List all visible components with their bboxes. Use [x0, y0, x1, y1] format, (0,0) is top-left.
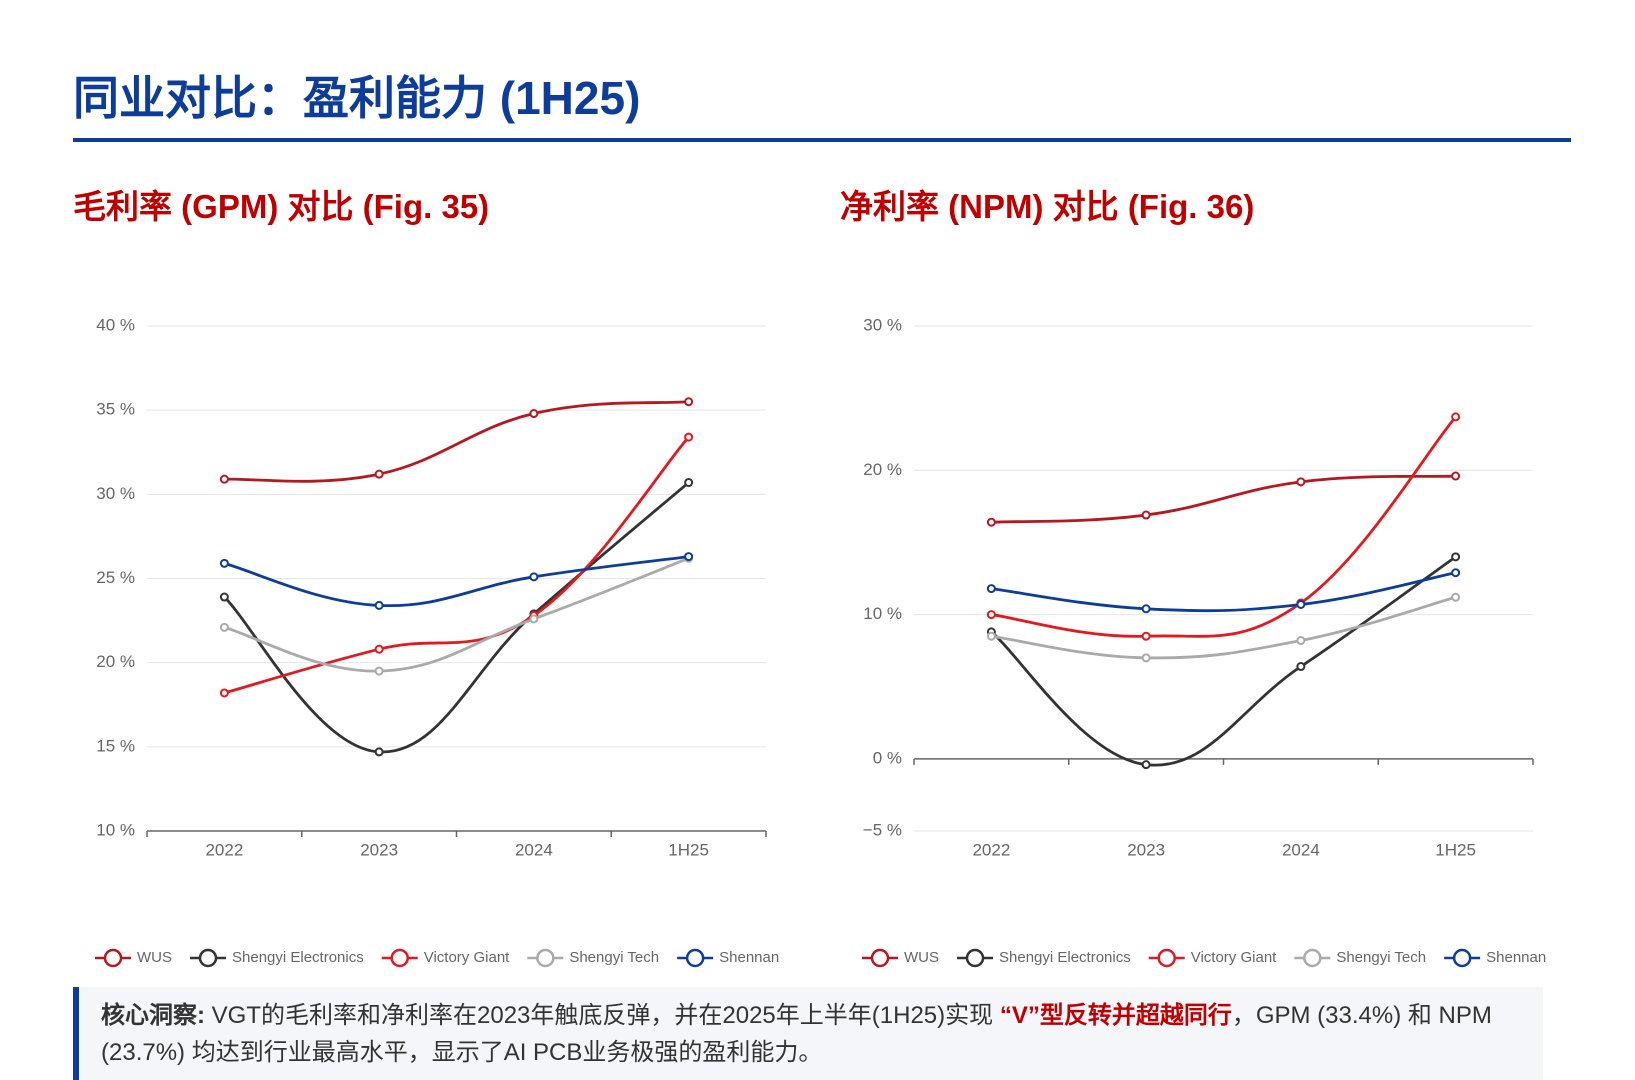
legend-marker: [390, 948, 409, 968]
x-tick-label: 2022: [972, 840, 1010, 859]
x-tick-label: 2023: [1127, 840, 1165, 859]
insight-label: 核心洞察:: [101, 1002, 205, 1029]
data-point: [986, 584, 996, 594]
data-point: [684, 397, 694, 407]
x-tick-label: 2023: [360, 840, 398, 859]
series-line: [223, 556, 690, 673]
data-point: [684, 552, 694, 562]
data-point: [1296, 662, 1306, 672]
page-title: 同业对比：盈利能力 (1H25): [73, 72, 641, 124]
insight-text: VGT的毛利率和净利率在2023年触底反弹，并在2025年上半年(1H25)实现: [205, 1002, 1000, 1029]
y-tick-label: −5 %: [863, 820, 902, 839]
y-tick-label: 15 %: [96, 736, 135, 755]
series-line: [991, 416, 1457, 638]
y-tick-label: 10 %: [96, 820, 135, 839]
legend-marker: [870, 948, 890, 968]
y-tick-label: 40 %: [96, 315, 135, 334]
y-tick-label: 20 %: [96, 652, 135, 671]
legend-marker: [1452, 948, 1472, 968]
data-point: [529, 572, 539, 582]
legend-label: Victory Giant: [424, 949, 510, 966]
data-point: [1141, 604, 1151, 614]
legend-label: Shengyi Electronics: [232, 949, 364, 966]
data-point: [986, 517, 996, 527]
chart: 10 % 15 % 20 % 25 % 30 % 35 % 40 % 2022 2023 2024…: [95, 315, 779, 968]
data-point: [1141, 760, 1151, 770]
data-point: [1451, 412, 1461, 422]
data-point: [219, 688, 229, 698]
data-point: [374, 644, 384, 654]
x-tick-label: 1H25: [1435, 840, 1476, 859]
data-point: [219, 592, 229, 602]
x-tick-label: 1H25: [668, 840, 709, 859]
legend-marker: [103, 948, 123, 968]
data-point: [684, 478, 694, 488]
y-tick-label: 35 %: [96, 400, 135, 419]
legend-marker: [685, 948, 705, 968]
data-point: [684, 432, 694, 442]
data-point: [374, 469, 384, 479]
data-point: [1451, 568, 1461, 578]
chart: −5 % 0 % 10 % 20 % 30 % 2022 2023 2024 1H25 WUS Sh…: [862, 315, 1546, 968]
legend-marker: [1303, 948, 1322, 968]
legend-marker: [965, 948, 985, 968]
data-point: [986, 631, 996, 641]
legend-label: Shennan: [1486, 949, 1546, 966]
insight-highlight: “V”型反转并超越同行: [999, 1002, 1232, 1029]
data-point: [986, 610, 996, 620]
y-tick-label: 0 %: [873, 748, 902, 767]
legend-marker: [198, 948, 218, 968]
legend-marker: [536, 948, 555, 968]
chart-panel: 净利率 (NPM) 对比 (Fig. 36) −5 % 0 % 10 % 20 % 30…: [840, 180, 1580, 980]
data-point: [1141, 653, 1151, 663]
data-point: [1451, 592, 1461, 602]
insight-box: 核心洞察: VGT的毛利率和净利率在2023年触底反弹，并在2025年上半年(1…: [73, 987, 1543, 1080]
x-tick-label: 2024: [1282, 840, 1320, 859]
data-point: [529, 409, 539, 419]
series-line: [991, 595, 1457, 660]
data-point: [1296, 636, 1306, 646]
data-point: [1141, 631, 1151, 641]
y-tick-label: 10 %: [863, 604, 902, 623]
legend-label: Shennan: [719, 949, 779, 966]
y-tick-label: 30 %: [96, 484, 135, 503]
legend-label: Shengyi Tech: [1336, 949, 1426, 966]
legend-label: Victory Giant: [1191, 949, 1277, 966]
series-line: [224, 400, 689, 483]
series-line: [223, 481, 690, 754]
legend-label: WUS: [904, 949, 939, 966]
title-rule: [73, 138, 1571, 142]
chart-title: 毛利率 (GPM) 对比 (Fig. 35): [73, 188, 490, 225]
series-line: [990, 555, 1457, 767]
y-tick-label: 20 %: [863, 460, 902, 479]
series-line: [223, 436, 690, 695]
data-point: [1451, 552, 1461, 562]
data-point: [219, 622, 229, 632]
y-tick-label: 25 %: [96, 568, 135, 587]
chart-title: 净利率 (NPM) 对比 (Fig. 36): [840, 188, 1255, 225]
data-point: [1141, 510, 1151, 520]
legend-label: WUS: [137, 949, 172, 966]
data-point: [529, 614, 539, 624]
y-tick-label: 30 %: [863, 315, 902, 334]
series-line: [991, 474, 1456, 524]
series-line: [224, 555, 689, 608]
data-point: [1296, 599, 1306, 609]
x-tick-label: 2022: [205, 840, 243, 859]
insight-text: ，GPM (33.4%) 和 NPM (23.7%) 均达到行业最高水平，显示了…: [101, 1002, 1492, 1066]
legend-label: Shengyi Tech: [569, 949, 659, 966]
data-point: [374, 666, 384, 676]
series-line: [991, 571, 1456, 613]
data-point: [219, 558, 229, 568]
legend-marker: [1157, 948, 1176, 968]
chart-panel: 毛利率 (GPM) 对比 (Fig. 35) 10 % 15 % 20 % 25 % 3…: [73, 180, 813, 980]
data-point: [374, 600, 384, 610]
x-tick-label: 2024: [515, 840, 553, 859]
data-point: [1451, 471, 1461, 481]
data-point: [1296, 477, 1306, 487]
legend-label: Shengyi Electronics: [999, 949, 1131, 966]
data-point: [219, 474, 229, 484]
data-point: [374, 747, 384, 757]
